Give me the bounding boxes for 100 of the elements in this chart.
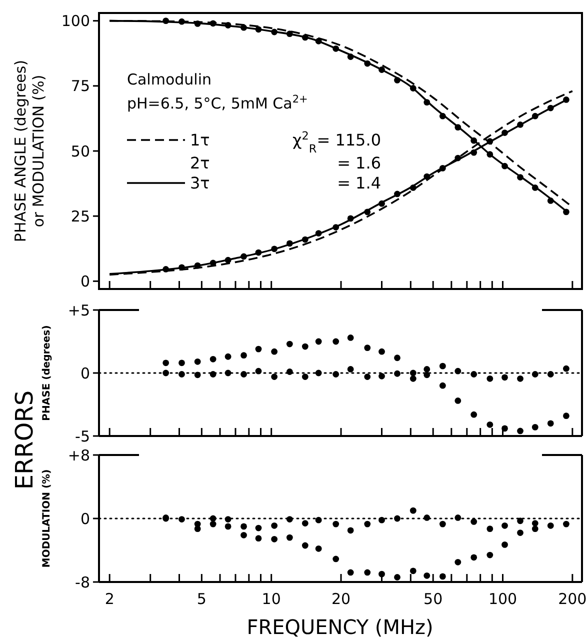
y-tick-label: 25 bbox=[70, 207, 90, 226]
point bbox=[286, 30, 293, 38]
point bbox=[302, 34, 308, 41]
point bbox=[410, 568, 416, 574]
y-tick-label: 0 bbox=[80, 272, 90, 290]
point bbox=[194, 262, 201, 269]
point bbox=[394, 354, 400, 362]
point bbox=[194, 358, 201, 365]
point bbox=[364, 60, 371, 67]
point bbox=[532, 371, 538, 378]
point bbox=[255, 249, 262, 256]
point bbox=[517, 428, 524, 434]
annotation: 2τ bbox=[190, 154, 210, 173]
point bbox=[364, 520, 371, 528]
point bbox=[210, 520, 216, 528]
point bbox=[364, 374, 371, 380]
point bbox=[332, 556, 340, 562]
point bbox=[454, 368, 462, 374]
x-tick-label: 5 bbox=[196, 590, 206, 608]
point bbox=[162, 370, 170, 376]
point bbox=[178, 264, 185, 271]
point bbox=[410, 507, 416, 514]
point bbox=[332, 371, 340, 378]
point bbox=[332, 338, 340, 345]
point bbox=[439, 362, 446, 370]
point bbox=[224, 256, 232, 264]
point bbox=[547, 104, 554, 112]
point bbox=[470, 137, 478, 144]
x-tick-label: 200 bbox=[558, 590, 586, 608]
point bbox=[224, 353, 232, 360]
point bbox=[454, 558, 462, 566]
point bbox=[271, 374, 278, 380]
point bbox=[502, 162, 508, 170]
point bbox=[502, 522, 508, 529]
point bbox=[271, 522, 278, 529]
point bbox=[224, 22, 232, 28]
point bbox=[240, 352, 247, 359]
point bbox=[517, 530, 524, 536]
point bbox=[394, 370, 400, 377]
y-axis-title: PHASE ANGLE (degrees) or MODULATION (%) bbox=[11, 60, 48, 242]
point bbox=[178, 371, 185, 378]
point bbox=[454, 514, 462, 521]
point bbox=[502, 374, 508, 381]
point bbox=[486, 526, 494, 532]
point bbox=[547, 420, 554, 427]
point bbox=[532, 424, 538, 430]
point bbox=[563, 96, 570, 103]
point bbox=[424, 372, 430, 378]
point bbox=[486, 375, 494, 382]
point bbox=[517, 375, 524, 382]
x-tick-label: 10 bbox=[262, 590, 281, 608]
point bbox=[563, 412, 570, 420]
point bbox=[424, 99, 430, 106]
point bbox=[210, 371, 216, 378]
point bbox=[210, 515, 216, 522]
point bbox=[347, 54, 354, 60]
point bbox=[302, 520, 308, 526]
point bbox=[240, 253, 247, 260]
point bbox=[517, 518, 524, 524]
point bbox=[271, 348, 278, 355]
annotation: = 1.4 bbox=[337, 174, 381, 193]
point bbox=[178, 18, 185, 25]
point bbox=[271, 246, 278, 252]
point bbox=[162, 266, 170, 272]
point bbox=[302, 343, 308, 350]
point bbox=[271, 536, 278, 542]
point bbox=[194, 520, 201, 528]
point bbox=[547, 198, 554, 204]
y-tick-label: +8 bbox=[68, 446, 90, 464]
point bbox=[439, 382, 446, 389]
point bbox=[210, 260, 216, 266]
point bbox=[502, 130, 508, 136]
y-axis-title: MODULATION (%) bbox=[42, 469, 52, 568]
point bbox=[286, 368, 293, 375]
point bbox=[286, 516, 293, 522]
point bbox=[255, 346, 262, 352]
point bbox=[410, 184, 416, 191]
point bbox=[486, 552, 494, 558]
annotation: Calmodulin bbox=[127, 70, 212, 88]
point bbox=[378, 200, 385, 207]
point bbox=[454, 154, 462, 162]
point bbox=[378, 372, 385, 380]
point bbox=[210, 20, 216, 27]
annotation: = 1.6 bbox=[337, 154, 381, 173]
x-tick-label: 2 bbox=[104, 590, 114, 608]
legend-label: 1τ bbox=[190, 130, 210, 150]
point bbox=[332, 45, 340, 52]
y-tick-label: 100 bbox=[61, 12, 90, 30]
point bbox=[378, 570, 385, 578]
point bbox=[532, 112, 538, 120]
point bbox=[332, 520, 340, 528]
point bbox=[470, 411, 478, 418]
point bbox=[424, 572, 430, 579]
y-tick-label: 75 bbox=[70, 77, 90, 96]
point bbox=[347, 527, 354, 534]
point bbox=[178, 360, 185, 366]
point bbox=[394, 76, 400, 84]
point bbox=[410, 85, 416, 92]
point bbox=[563, 365, 570, 372]
point bbox=[410, 370, 416, 376]
